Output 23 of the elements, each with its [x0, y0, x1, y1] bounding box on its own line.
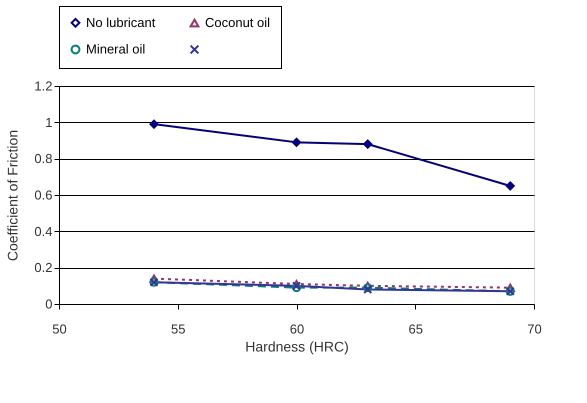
y-tick-label: 0.2: [34, 260, 52, 276]
y-tick-label: 0.4: [34, 224, 52, 239]
x-tick-label: 50: [52, 322, 67, 336]
point: [363, 140, 372, 149]
point: [149, 120, 159, 129]
point: [292, 138, 302, 147]
y-tick-label: 1: [45, 114, 52, 130]
point: [506, 181, 515, 190]
point: [506, 284, 515, 292]
y-tick-label: 0.8: [34, 151, 52, 166]
point: [149, 274, 159, 283]
x-axis-title: Hardness (HRC): [245, 338, 349, 354]
x-tick-label: 65: [408, 322, 423, 336]
x-tick-label: 55: [171, 322, 186, 336]
legend-label: Mineral oil: [86, 42, 146, 56]
y-tick-label: 0: [45, 296, 52, 312]
x-tick-label: 70: [527, 322, 542, 336]
y-tick-label: 0.6: [34, 188, 52, 202]
legend-label: No lubricant: [86, 14, 156, 30]
y-axis-title: Coefficient of Friction: [4, 130, 20, 262]
legend-label: Coconut oil: [205, 15, 270, 30]
x-tick-label: 60: [290, 322, 304, 336]
y-tick-label: 1.2: [34, 78, 52, 94]
